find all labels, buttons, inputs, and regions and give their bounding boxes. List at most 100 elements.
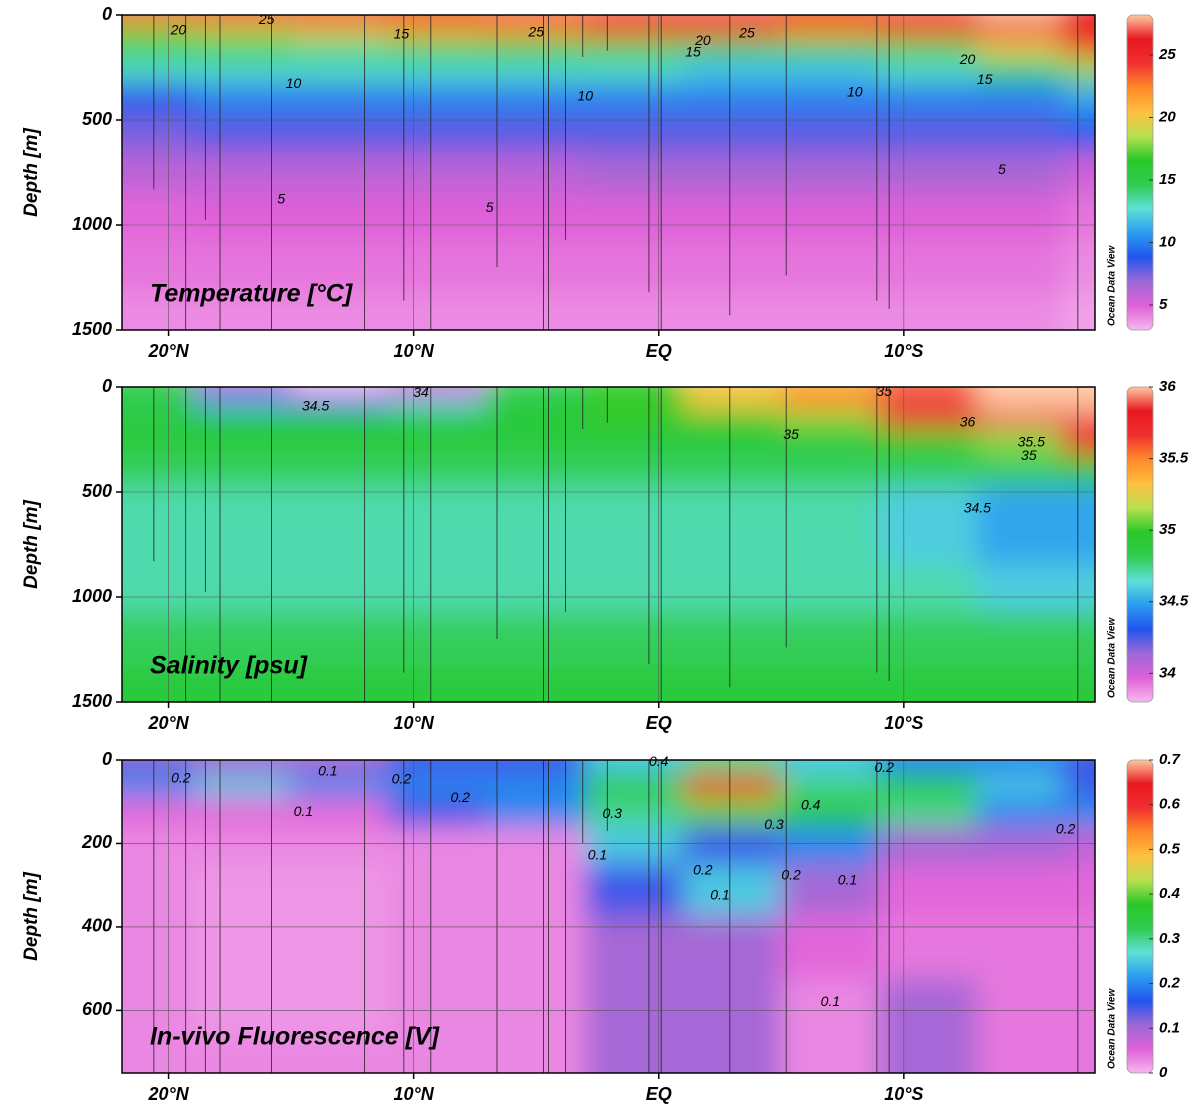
field-cell bbox=[290, 774, 390, 799]
field-cell bbox=[878, 978, 978, 1036]
field-cell bbox=[486, 292, 586, 330]
field-cell bbox=[192, 454, 292, 488]
plot-frame bbox=[121, 759, 1096, 1074]
field-cell bbox=[976, 82, 1064, 116]
field-cell bbox=[878, 428, 978, 456]
field-cell bbox=[584, 38, 684, 58]
x-tick-label: 10°S bbox=[884, 713, 923, 733]
y-tick-label: 600 bbox=[82, 999, 112, 1019]
field-cell bbox=[976, 978, 1064, 1036]
field-cell bbox=[290, 797, 390, 828]
field-cell bbox=[1062, 82, 1095, 116]
field-cell bbox=[388, 387, 488, 397]
field-cell bbox=[780, 82, 880, 116]
field-cell bbox=[290, 15, 390, 25]
contour-label: 10 bbox=[577, 88, 593, 104]
panel-title: Temperature [°C] bbox=[150, 280, 354, 308]
field-cell bbox=[780, 428, 880, 456]
field-cell bbox=[780, 395, 880, 412]
field-cell bbox=[388, 826, 488, 865]
field-cell bbox=[584, 15, 684, 25]
plot-frame bbox=[121, 14, 1096, 331]
field-cell bbox=[878, 82, 978, 116]
field-cell bbox=[486, 114, 586, 152]
contour-label: 0.2 bbox=[171, 769, 191, 785]
field-cell bbox=[682, 774, 782, 799]
field-cell bbox=[388, 428, 488, 456]
field-cell bbox=[682, 240, 782, 294]
field-cell bbox=[192, 193, 292, 242]
field-cell bbox=[584, 916, 684, 980]
field-cell bbox=[976, 240, 1064, 294]
field bbox=[122, 760, 1095, 1073]
field-cell bbox=[1062, 612, 1095, 666]
field-cell bbox=[976, 1034, 1064, 1073]
contour-label: 35.5 bbox=[1018, 433, 1045, 449]
field-cell bbox=[878, 23, 978, 40]
field-cell bbox=[976, 292, 1064, 330]
field-cell bbox=[584, 151, 684, 194]
field-cell bbox=[682, 863, 782, 917]
field-cell bbox=[388, 486, 488, 524]
colorbar-tick-label: 34.5 bbox=[1159, 593, 1189, 610]
field-cell bbox=[780, 56, 880, 84]
field-cell bbox=[290, 114, 390, 152]
field-cell bbox=[878, 387, 978, 397]
field-cell bbox=[584, 292, 684, 330]
colorbar-tick-label: 0.2 bbox=[1159, 975, 1181, 992]
field-cell bbox=[192, 410, 292, 430]
x-tick-label: 10°S bbox=[884, 1084, 923, 1104]
field-cell bbox=[780, 774, 880, 799]
field-cell bbox=[780, 193, 880, 242]
contour-label: 25 bbox=[738, 25, 755, 41]
contour-label: 0.1 bbox=[318, 762, 337, 778]
contour-label: 15 bbox=[977, 71, 993, 87]
field-cell bbox=[122, 38, 194, 58]
field-cell bbox=[1062, 410, 1095, 430]
field-cell bbox=[486, 38, 586, 58]
field-cell bbox=[584, 193, 684, 242]
field-cell bbox=[878, 193, 978, 242]
y-axis-label: Depth [m] bbox=[21, 128, 42, 217]
field-cell bbox=[192, 486, 292, 524]
field-cell bbox=[780, 387, 880, 397]
y-tick-label: 500 bbox=[82, 481, 112, 501]
field-cell bbox=[290, 151, 390, 194]
field-cell bbox=[780, 760, 880, 776]
contour-label: 15 bbox=[394, 26, 410, 42]
y-tick-label: 1000 bbox=[72, 214, 112, 234]
field-cell bbox=[780, 486, 880, 524]
field-cell bbox=[486, 774, 586, 799]
field-cell bbox=[878, 523, 978, 566]
colorbar-tick-label: 0.1 bbox=[1159, 1019, 1180, 1036]
field-cell bbox=[486, 863, 586, 917]
field-cell bbox=[1062, 38, 1095, 58]
field-cell bbox=[290, 916, 390, 980]
x-tick-label: EQ bbox=[646, 713, 672, 733]
field-cell bbox=[192, 428, 292, 456]
field-cell bbox=[122, 486, 194, 524]
field-cell bbox=[976, 826, 1064, 865]
field-cell bbox=[388, 454, 488, 488]
field-cell bbox=[878, 664, 978, 702]
y-tick-label: 0 bbox=[102, 749, 112, 769]
field-cell bbox=[388, 978, 488, 1036]
field-cell bbox=[290, 23, 390, 40]
field-cell bbox=[584, 863, 684, 917]
field-cell bbox=[388, 863, 488, 917]
field-cell bbox=[976, 916, 1064, 980]
field-cell bbox=[486, 916, 586, 980]
field-cell bbox=[682, 193, 782, 242]
y-tick-label: 200 bbox=[81, 832, 112, 852]
plot-frame bbox=[121, 386, 1096, 703]
contour-label: 25 bbox=[258, 11, 275, 27]
field-cell bbox=[878, 56, 978, 84]
field-cell bbox=[486, 56, 586, 84]
field-cell bbox=[682, 454, 782, 488]
contour-label: 0.2 bbox=[874, 759, 894, 775]
field-cell bbox=[122, 797, 194, 828]
field-cell bbox=[290, 523, 390, 566]
field-cell bbox=[976, 760, 1064, 776]
field-cell bbox=[388, 565, 488, 614]
field-cell bbox=[486, 664, 586, 702]
